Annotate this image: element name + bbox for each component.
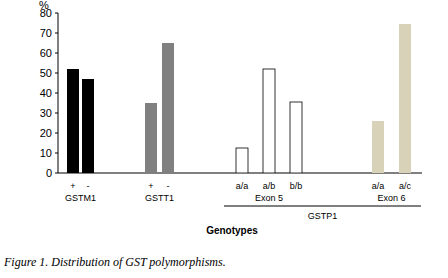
bar [290, 102, 302, 173]
chart: 01020304050607080%+-GSTM1+-GSTT1a/aa/bb/… [0, 0, 448, 278]
bar [82, 79, 94, 173]
y-tick [55, 133, 58, 134]
y-tick [55, 13, 58, 14]
x-tick-label: b/b [290, 181, 303, 191]
bars [67, 24, 411, 173]
group-label: Exon 5 [255, 193, 283, 203]
x-tick-label: + [70, 181, 75, 191]
y-tick-label: 70 [40, 27, 52, 39]
y-tick-label: 40 [40, 87, 52, 99]
bar [372, 121, 384, 173]
x-tick-label: a/b [263, 181, 276, 191]
title: Figure 1. Distribution of GST polymorphi… [3, 255, 226, 269]
y-tick [55, 33, 58, 34]
y-tick [55, 73, 58, 74]
y-tick-label: 50 [40, 67, 52, 79]
group-label: Exon 6 [377, 193, 405, 203]
x-tick-label: - [87, 181, 90, 191]
x-label: Genotypes [206, 225, 258, 236]
y-tick-label: 30 [40, 107, 52, 119]
group-line [224, 206, 421, 207]
y-tick-label: 20 [40, 127, 52, 139]
group-label: GSTM1 [65, 193, 96, 203]
bar [399, 24, 411, 173]
y-tick [55, 173, 58, 174]
x-tick-label: a/a [372, 181, 385, 191]
bar [263, 69, 275, 173]
y-tick [55, 113, 58, 114]
x-tick-label: + [148, 181, 153, 191]
bar [67, 69, 79, 173]
bar [145, 103, 157, 173]
bar [236, 148, 248, 173]
super-group-label: GSTP1 [308, 211, 338, 221]
y-label: % [39, 0, 49, 11]
y-tick [55, 153, 58, 154]
x-tick-label: a/a [236, 181, 249, 191]
x-tick-label: a/c [399, 181, 412, 191]
y-tick [55, 53, 58, 54]
y-tick-label: 10 [40, 147, 52, 159]
y-tick-label: 0 [46, 167, 52, 179]
x-tick-label: - [167, 181, 170, 191]
bar [162, 43, 174, 173]
group-label: GSTT1 [145, 193, 174, 203]
y-tick [55, 93, 58, 94]
y-tick-label: 60 [40, 47, 52, 59]
